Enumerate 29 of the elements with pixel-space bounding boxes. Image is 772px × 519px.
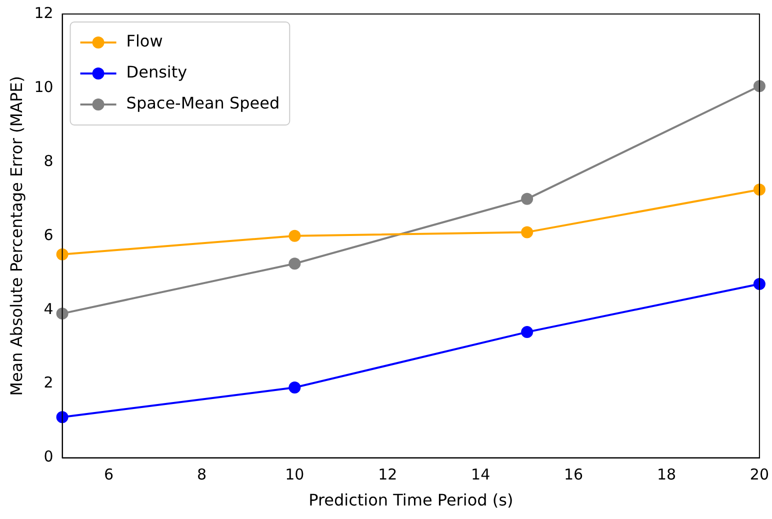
y-axis-title: Mean Absolute Percentage Error (MAPE) <box>6 76 26 396</box>
y-tick-label: 4 <box>44 300 54 318</box>
point <box>521 192 534 205</box>
x-tick-label: 8 <box>196 466 206 484</box>
y-tick-label: 8 <box>44 152 54 170</box>
point <box>753 278 766 290</box>
y-tick-label: 10 <box>34 78 54 96</box>
legend-label: Space-Mean Speed <box>126 94 280 113</box>
legend-label: Flow <box>126 32 163 51</box>
x-tick-label: 18 <box>656 466 676 484</box>
y-tick-label: 12 <box>34 4 54 22</box>
point <box>521 326 534 338</box>
x-tick-label: 10 <box>285 466 304 484</box>
point <box>521 226 534 238</box>
point <box>56 248 68 260</box>
point <box>288 230 301 242</box>
x-tick-label: 12 <box>378 466 398 484</box>
legend-label: Density <box>126 62 188 82</box>
y-tick-label: 6 <box>44 226 54 244</box>
point <box>288 382 301 394</box>
point <box>288 258 301 270</box>
y-tick-label: 0 <box>44 448 54 466</box>
point <box>56 411 68 424</box>
x-tick-label: 14 <box>471 466 490 484</box>
x-axis-title: Prediction Time Period (s) <box>308 490 514 510</box>
x-tick-label: 20 <box>750 466 770 484</box>
x-tick-label: 16 <box>564 466 584 484</box>
x-tick-label: 6 <box>104 466 114 484</box>
y-tick-label: 2 <box>44 374 54 392</box>
